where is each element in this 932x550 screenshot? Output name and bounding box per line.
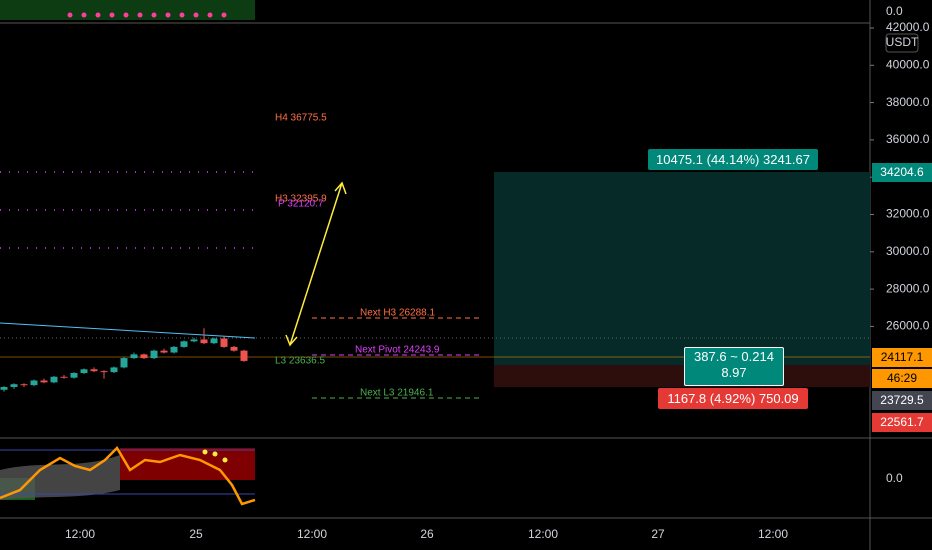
pivot-label: P 32120.7 [278, 199, 324, 210]
time-label: 26 [420, 527, 434, 541]
price-badge: 24117.1 [872, 348, 932, 367]
arrow-head [334, 181, 347, 195]
indicator-band [0, 455, 120, 500]
time-label: 27 [651, 527, 665, 541]
price-tick-label: 30000.0 [886, 244, 930, 258]
price-badge: 22561.7 [872, 413, 932, 432]
profit-zone [494, 172, 870, 365]
time-label: 25 [189, 527, 203, 541]
candle-body [210, 338, 218, 344]
pivot-label: Next Pivot 24243.9 [355, 345, 440, 356]
target-label: 10475.1 (44.14%) 3241.67 [648, 149, 818, 170]
indicator-dots [67, 12, 227, 18]
time-label: 12:00 [758, 527, 788, 541]
indicator-zone [120, 448, 255, 480]
ratio-label: 387.6 ~ 0.214 8.97 [684, 347, 784, 386]
axis-label: 0.0 [886, 471, 903, 485]
time-label: 12:00 [297, 527, 327, 541]
candle-body [240, 350, 248, 361]
pivot-label: Next L3 21946.1 [360, 388, 434, 399]
candle-body [200, 339, 208, 344]
candle-body [150, 350, 158, 359]
ratio-text: 8.97 [721, 365, 747, 380]
candle-body [70, 373, 78, 378]
candle-body [90, 369, 98, 372]
pivot-label: H3 32395.9 [275, 194, 327, 205]
candle-body [20, 384, 28, 386]
candles [0, 328, 248, 392]
price-tick-label: 40000.0 [886, 57, 930, 71]
candle-body [230, 346, 238, 351]
candle-body [30, 380, 38, 386]
candle-body [220, 338, 228, 347]
price-tick-label: 38000.0 [886, 95, 930, 109]
arrow-head [285, 334, 298, 347]
candle-body [140, 354, 148, 359]
candle-body [50, 376, 58, 383]
candle-body [190, 339, 198, 342]
candle-body [130, 354, 138, 359]
pivot-label: Next H3 26288.1 [360, 308, 435, 319]
price-badge: 34204.6 [872, 163, 932, 182]
candle-body [10, 384, 18, 388]
indicator-line [0, 445, 256, 506]
price-tick-label: 28000.0 [886, 281, 930, 295]
countdown-badge: 46:29 [872, 369, 932, 388]
price-tick-label: 32000.0 [886, 207, 930, 221]
currency: USDT [886, 35, 919, 49]
candle-body [120, 358, 128, 368]
candle-body [100, 371, 108, 373]
candle-body [0, 387, 8, 390]
axis-label: 0.0 [886, 4, 903, 18]
price-tick-label: 42000.0 [886, 20, 930, 34]
arrow [289, 182, 343, 346]
trend-line [0, 322, 256, 339]
candle-body [180, 341, 188, 347]
price-badge: 23729.5 [872, 391, 932, 410]
candle-body [40, 380, 48, 383]
candle-body [60, 376, 68, 378]
candle-body [160, 350, 168, 353]
price-tick-label: 36000.0 [886, 132, 930, 146]
indicator-dots [202, 449, 228, 463]
candle-body [80, 369, 88, 374]
indicator-strip [0, 0, 255, 20]
time-label: 12:00 [65, 527, 95, 541]
currency-box [885, 33, 919, 53]
loss-zone [494, 365, 870, 387]
pivot-label: H4 36775.5 [275, 113, 327, 124]
price-tick-label: 26000.0 [886, 319, 930, 333]
pivot-label: L3 23636.5 [275, 356, 325, 367]
candle-body [170, 346, 178, 353]
candle-body [110, 367, 118, 373]
time-label: 12:00 [528, 527, 558, 541]
stop-label: 1167.8 (4.92%) 750.09 [658, 388, 808, 409]
pivot-dots [0, 171, 255, 249]
ratio-text: 387.6 ~ 0.214 [694, 349, 774, 364]
